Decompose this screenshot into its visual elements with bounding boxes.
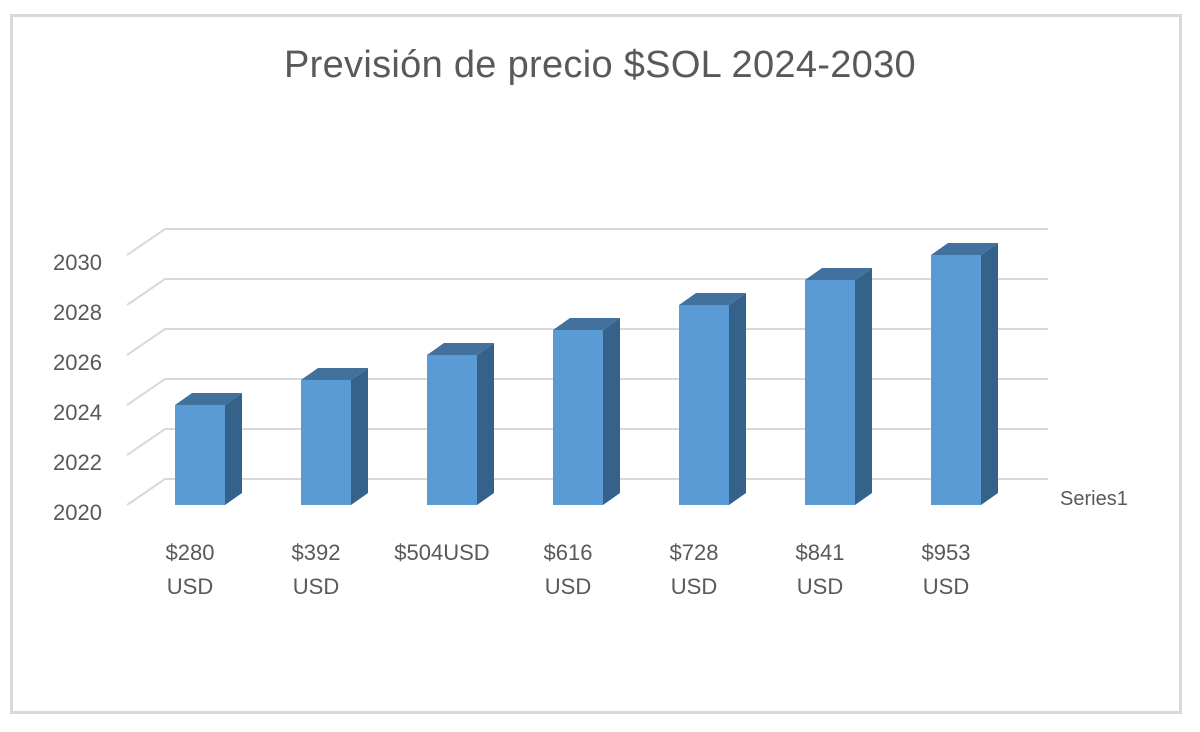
gridline xyxy=(126,428,1048,456)
gridline xyxy=(126,328,1048,356)
gridline xyxy=(126,478,1048,506)
y-tick-label: 2022 xyxy=(53,450,102,475)
chart-title: Previsión de precio $SOL 2024-2030 xyxy=(284,44,916,86)
legend-series1: Series1 xyxy=(1060,488,1128,510)
x-tick-label: $953 USD xyxy=(921,540,971,599)
bar xyxy=(679,293,746,505)
bars xyxy=(175,243,998,505)
bar xyxy=(553,318,620,505)
x-tick-label: $841 USD xyxy=(795,540,845,599)
bar xyxy=(805,268,872,505)
bar xyxy=(427,343,494,505)
x-tick-label: $728 USD xyxy=(669,540,719,599)
x-tick-label: $616 USD xyxy=(543,540,593,599)
gridline xyxy=(126,228,1048,256)
gridline xyxy=(126,278,1048,306)
bar xyxy=(301,368,368,505)
y-tick-label: 2026 xyxy=(53,350,102,375)
x-tick-label: $392 USD xyxy=(291,540,341,599)
bar xyxy=(931,243,998,505)
bar xyxy=(175,393,242,505)
y-tick-label: 2024 xyxy=(53,400,102,425)
y-tick-label: 2030 xyxy=(53,250,102,275)
x-tick-label: $280 USD xyxy=(165,540,215,599)
y-tick-label: 2028 xyxy=(53,300,102,325)
gridline xyxy=(126,378,1048,406)
y-tick-label: 2020 xyxy=(53,500,102,525)
x-tick-label: $504USD xyxy=(394,540,490,565)
gridlines xyxy=(126,228,1048,506)
